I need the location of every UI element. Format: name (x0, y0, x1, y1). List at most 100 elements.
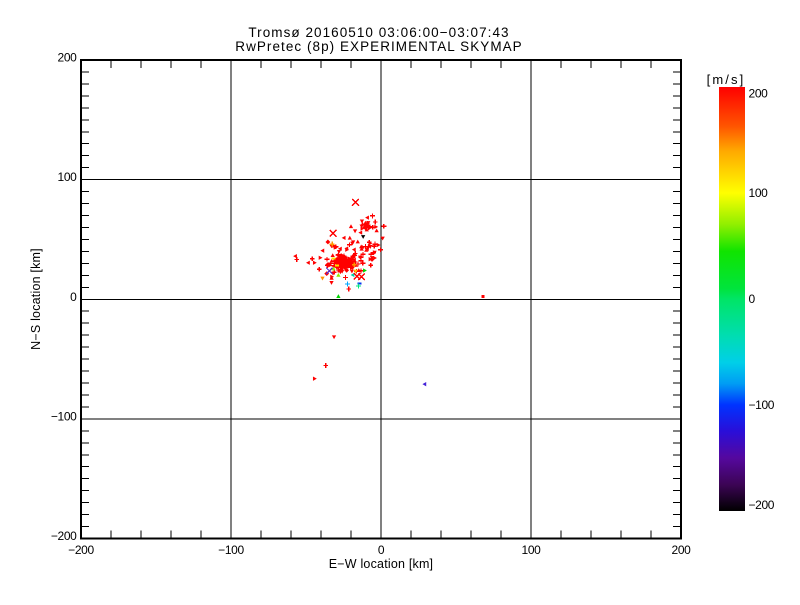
y-tick-label: −200 (51, 529, 77, 543)
x-tick-label: 100 (522, 543, 542, 557)
y-tick-label: 200 (58, 51, 78, 65)
data-point (358, 268, 364, 274)
data-point (343, 264, 349, 269)
data-point (369, 256, 375, 260)
data-point (372, 219, 378, 225)
data-point (374, 224, 379, 230)
data-point (345, 281, 350, 287)
tick-marks (81, 60, 681, 539)
data-point (378, 247, 383, 253)
data-point (331, 257, 336, 260)
data-point (331, 335, 337, 340)
data-point (329, 241, 335, 247)
colorbar-title: [m/s] (707, 72, 746, 87)
data-point (368, 257, 373, 262)
x-tick-label: −100 (218, 543, 244, 557)
data-point (373, 255, 377, 261)
data-points (293, 198, 485, 387)
data-point (358, 254, 364, 260)
x-axis-title: E−W location [km] (329, 557, 433, 571)
x-tick-label: 200 (672, 543, 692, 557)
data-point (324, 256, 330, 262)
data-point (351, 247, 356, 252)
colorbar-tick-label: 100 (749, 186, 769, 200)
data-point (342, 255, 347, 260)
data-point (329, 281, 334, 285)
data-point (336, 272, 341, 277)
data-point (380, 236, 385, 241)
data-point (347, 235, 352, 240)
data-point (360, 260, 366, 266)
data-point (381, 223, 387, 229)
data-point (306, 260, 310, 265)
data-point (363, 268, 367, 273)
data-point (371, 250, 376, 256)
data-point (352, 229, 358, 234)
data-point (360, 244, 365, 249)
plot-title: Tromsø 20160510 03:06:00−03:07:43 (248, 25, 509, 40)
data-point (351, 260, 356, 265)
data-point (336, 294, 341, 298)
data-point (352, 252, 358, 258)
data-point (333, 245, 338, 250)
data-point (422, 382, 427, 387)
colorbar-tick-label: 0 (749, 292, 756, 306)
colorbar: [m/s] 200 100 0 −100 −200 (707, 72, 775, 512)
colorbar-tick-label: −100 (749, 398, 775, 412)
data-point (360, 251, 366, 257)
data-point (357, 282, 362, 285)
data-point (318, 255, 323, 260)
y-tick-label: 0 (70, 290, 77, 304)
data-point (359, 224, 364, 229)
data-point (368, 251, 374, 257)
data-point (350, 240, 356, 245)
data-point (341, 235, 346, 241)
data-point (343, 275, 348, 280)
data-point (371, 243, 377, 249)
data-point (323, 363, 329, 368)
data-point (328, 261, 334, 266)
data-point (293, 254, 297, 259)
data-point (329, 275, 334, 280)
data-point (347, 257, 353, 263)
data-point (332, 259, 338, 265)
colorbar-tick-label: 200 (749, 87, 769, 101)
data-point (351, 262, 357, 268)
data-point (365, 246, 371, 251)
data-point (349, 269, 355, 274)
data-point (374, 228, 379, 233)
data-point (356, 283, 361, 289)
y-tick-label: 100 (58, 170, 78, 184)
data-point (344, 246, 349, 251)
y-tick-label: −100 (51, 409, 77, 423)
data-point (336, 252, 341, 258)
data-point (320, 276, 325, 281)
colorbar-tick-label: −200 (749, 498, 775, 512)
data-point (339, 264, 345, 269)
data-point (337, 246, 342, 251)
data-point (368, 241, 373, 246)
data-point (331, 266, 336, 271)
data-point (370, 213, 375, 219)
data-point (481, 294, 485, 298)
data-point (359, 246, 364, 251)
data-point (376, 242, 381, 248)
plot-border (80, 59, 682, 540)
x-tick-label: 0 (378, 543, 385, 557)
data-point (312, 260, 317, 265)
data-point (316, 266, 322, 272)
data-point (361, 235, 366, 239)
data-point (325, 267, 334, 275)
data-point (294, 257, 300, 262)
data-point (337, 267, 343, 272)
data-point (357, 272, 366, 281)
data-point (358, 230, 363, 235)
data-point (329, 229, 338, 238)
data-point (338, 270, 343, 275)
data-point (348, 224, 354, 229)
data-point (347, 242, 352, 248)
data-point (365, 224, 370, 229)
x-tick-label: −200 (68, 543, 94, 557)
data-point (364, 247, 369, 252)
